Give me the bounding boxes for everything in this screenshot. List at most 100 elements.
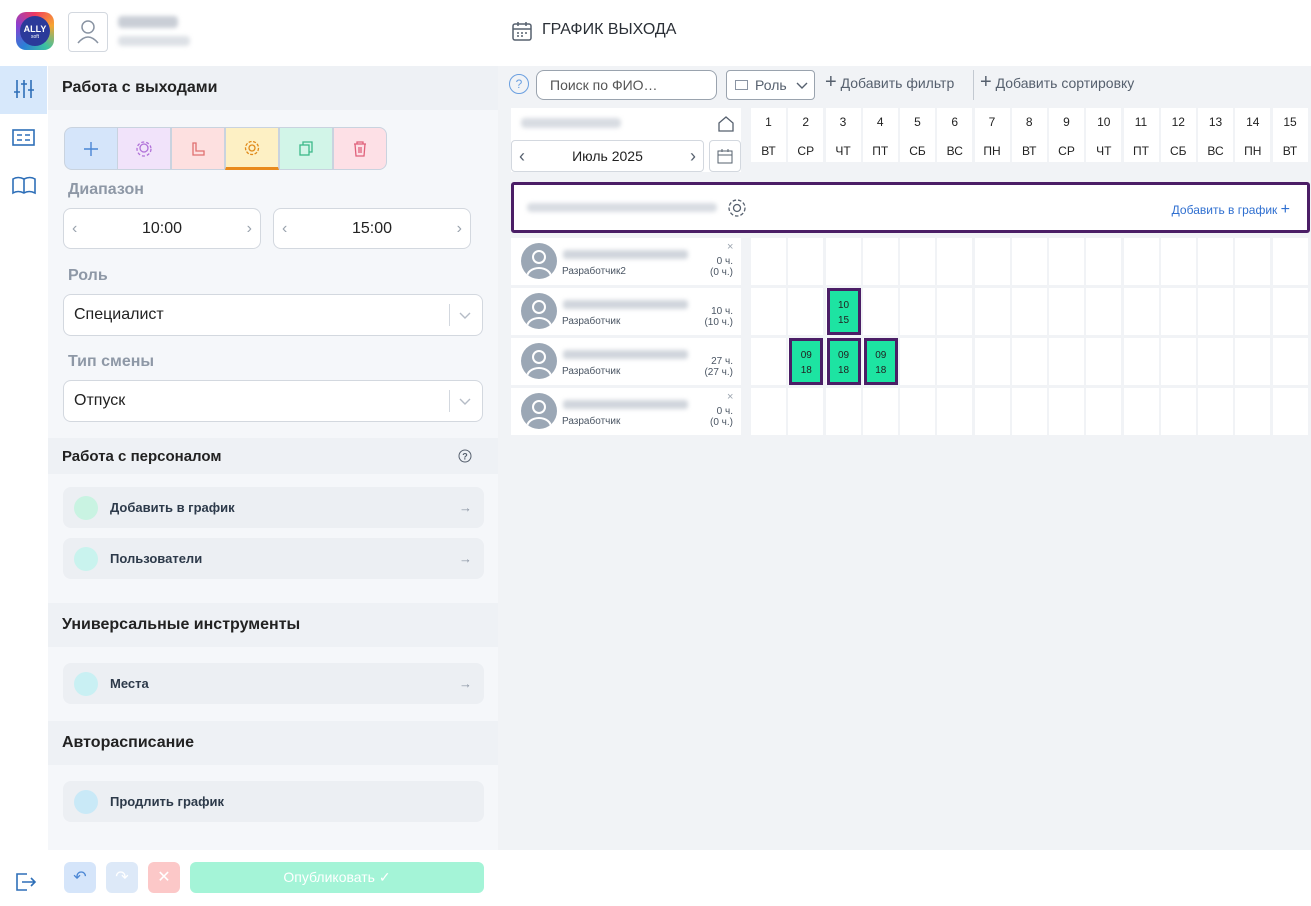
day-number: 9 <box>1063 115 1070 129</box>
day-cell <box>1272 338 1308 385</box>
day-header <box>974 108 1010 162</box>
day-cell <box>937 338 973 385</box>
weekday: ВТ <box>1021 144 1037 158</box>
day-cell <box>1123 288 1159 335</box>
day-cell <box>900 338 935 385</box>
day-cell <box>1198 338 1233 385</box>
day-cell <box>974 288 1010 335</box>
item-icon <box>74 496 98 520</box>
weekday: ЧТ <box>1096 144 1112 158</box>
menu-item[interactable]: Продлить график <box>63 781 484 822</box>
tool-vacation[interactable] <box>171 127 225 170</box>
item-icon <box>74 672 98 696</box>
shift-type-select[interactable]: Отпуск <box>63 380 483 422</box>
help-icon[interactable]: ? <box>508 73 530 95</box>
item-icon <box>74 790 98 814</box>
day-cell <box>1086 338 1122 385</box>
section-title: Универсальные инструменты <box>48 603 498 647</box>
weekday: ПН <box>1244 144 1262 158</box>
time-end[interactable]: 15:00 ‹ › <box>273 208 471 249</box>
menu-item[interactable]: Места → <box>63 663 484 704</box>
weekday: СБ <box>1169 144 1187 158</box>
group-add[interactable]: Добавить в график + <box>1171 201 1290 218</box>
role-select[interactable]: Специалист <box>63 294 483 336</box>
group-settings[interactable] <box>726 197 748 219</box>
tool-copy[interactable] <box>279 127 333 170</box>
weekday: ЧТ <box>835 144 851 158</box>
day-number: 6 <box>951 115 959 129</box>
weekday: СБ <box>909 144 926 158</box>
day-cell <box>1123 238 1159 285</box>
add-sort[interactable]: + Добавить сортировку <box>980 71 1135 93</box>
day-cell <box>900 238 935 285</box>
menu-item[interactable]: Пользователи → <box>63 538 484 579</box>
day-cell <box>1160 288 1196 335</box>
day-header <box>1235 108 1271 162</box>
avatar[interactable] <box>68 12 108 52</box>
month-nav[interactable]: ‹ Июль 2025 › <box>511 140 704 172</box>
redo-button[interactable]: ↷ <box>106 862 138 893</box>
day-header <box>788 108 824 162</box>
day-cell <box>937 388 973 435</box>
add-filter[interactable]: + Добавить фильтр <box>825 71 955 93</box>
day-header <box>751 108 786 162</box>
shift[interactable]: 10 15 <box>826 288 861 335</box>
tool-add[interactable] <box>64 127 118 170</box>
day-cell <box>1049 388 1084 435</box>
day-number: 13 <box>1208 115 1223 129</box>
day-cell <box>1011 388 1047 435</box>
item-icon <box>74 547 98 571</box>
menu-item[interactable]: Добавить в график → <box>63 487 484 528</box>
shift[interactable]: 09 18 <box>789 338 824 385</box>
publish-button[interactable]: Опубликовать ✓ <box>190 862 484 893</box>
remove-button[interactable]: × <box>727 391 734 403</box>
undo-button[interactable]: ↶ <box>64 862 96 893</box>
cancel-button[interactable]: ✕ <box>148 862 180 893</box>
employee-role: Разработчик2 <box>562 266 626 277</box>
day-cell <box>1235 238 1271 285</box>
date-picker[interactable] <box>709 140 741 172</box>
weekday: ПТ <box>872 144 889 158</box>
shift[interactable]: 09 18 <box>863 338 898 385</box>
month-text: Июль 2025 <box>572 148 643 164</box>
day-number: 1 <box>765 115 772 129</box>
employee-planned: (0 ч.) <box>710 417 733 428</box>
home-icon[interactable] <box>716 114 736 134</box>
employee-avatar <box>521 393 557 429</box>
avatar-icon <box>77 20 99 44</box>
tool-users[interactable] <box>117 127 171 170</box>
day-number: 12 <box>1171 115 1185 129</box>
day-cell <box>900 388 935 435</box>
day-cell <box>1049 238 1084 285</box>
role-filter[interactable]: Роль <box>726 70 815 100</box>
employee-role: Разработчик <box>562 316 621 327</box>
blurred-name <box>563 250 688 259</box>
shift-end: 18 <box>800 365 812 376</box>
day-cell <box>1049 288 1084 335</box>
day-cell <box>1160 238 1196 285</box>
day-cell <box>788 388 824 435</box>
remove-button[interactable]: × <box>727 241 734 253</box>
day-cell <box>1160 388 1196 435</box>
shift-end: 15 <box>837 315 850 326</box>
field-label: Тип смены <box>68 353 155 370</box>
shift[interactable]: 09 18 <box>826 338 861 385</box>
shift-start: 10 <box>837 300 850 311</box>
employee-planned: (27 ч.) <box>704 367 733 378</box>
search-input[interactable]: Поиск по ФИО… <box>536 70 717 100</box>
tool-delete[interactable] <box>333 127 387 170</box>
icon-rail <box>12 80 37 891</box>
day-cell <box>1049 338 1084 385</box>
day-cell <box>751 388 786 435</box>
employee-avatar <box>521 243 557 279</box>
time-start[interactable]: 10:00 ‹ › <box>63 208 261 249</box>
day-number: 11 <box>1134 115 1148 129</box>
section-title-text: Работа с персоналом <box>62 447 222 465</box>
weekday: ВТ <box>1282 144 1298 158</box>
tool-settings[interactable] <box>225 127 279 170</box>
day-cell <box>1123 338 1159 385</box>
day-cell <box>788 238 824 285</box>
day-header <box>1086 108 1122 162</box>
